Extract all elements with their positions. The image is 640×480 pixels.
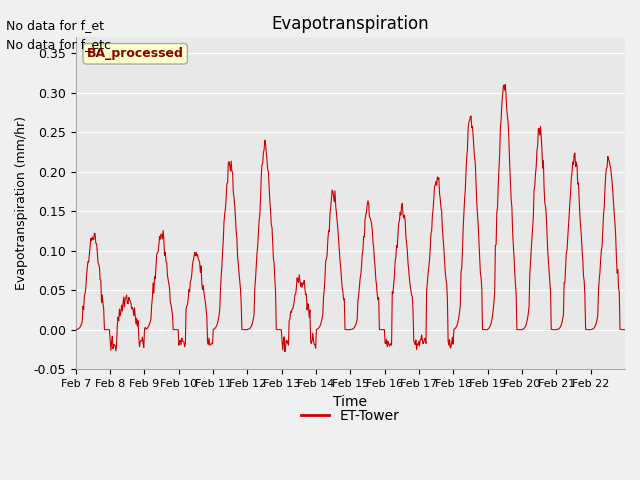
Legend: ET-Tower: ET-Tower [296,404,405,429]
Y-axis label: Evapotranspiration (mm/hr): Evapotranspiration (mm/hr) [15,116,28,290]
Title: Evapotranspiration: Evapotranspiration [271,15,429,33]
Text: No data for f_et: No data for f_et [6,19,104,32]
Text: No data for f_etc: No data for f_etc [6,38,111,51]
Text: BA_processed: BA_processed [87,48,184,60]
X-axis label: Time: Time [333,395,367,408]
